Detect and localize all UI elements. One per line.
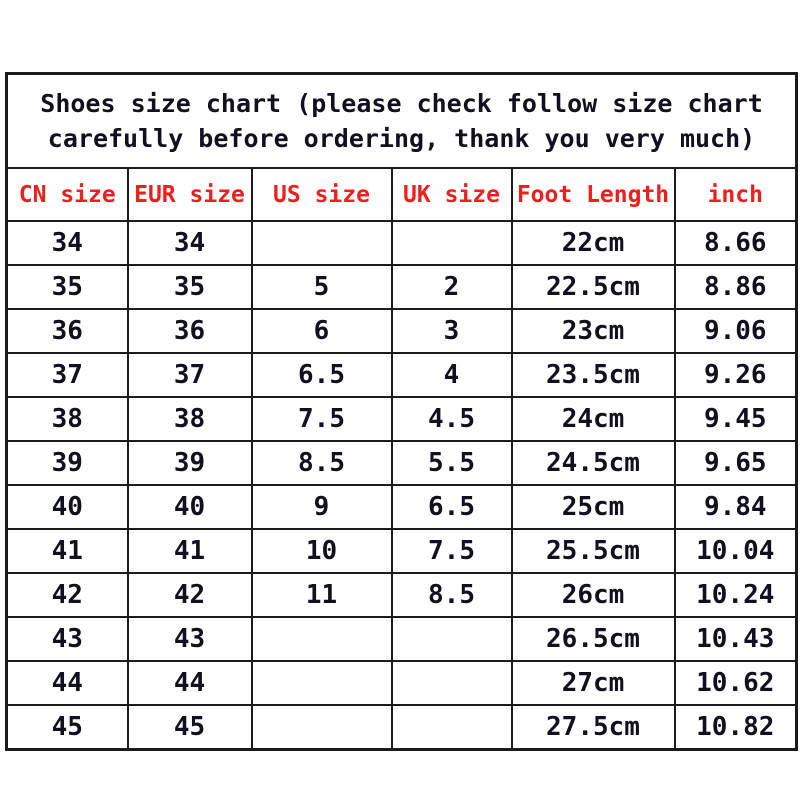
table-cell: 26cm	[510, 572, 676, 618]
table-cell: 34	[5, 220, 129, 266]
table-header-row: CN size EUR size US size UK size Foot Length…	[5, 167, 798, 222]
table-cell: 41	[5, 528, 129, 574]
table-cell: 4.5	[390, 396, 513, 442]
table-cell: 8.5	[390, 572, 513, 618]
table-cell: 8.66	[673, 220, 798, 266]
table-cell: 7.5	[250, 396, 393, 442]
table-cell: 27.5cm	[510, 704, 676, 751]
table-cell: 9.26	[673, 352, 798, 398]
table-row: 44 44 27cm 10.62	[5, 660, 798, 706]
table-cell: 42	[126, 572, 253, 618]
table-row: 41 41 10 7.5 25.5cm 10.04	[5, 528, 798, 574]
column-header-uk-size: UK size	[390, 167, 513, 222]
table-cell: 9.84	[673, 484, 798, 530]
table-cell: 11	[250, 572, 393, 618]
table-cell: 6	[250, 308, 393, 354]
table-cell: 38	[5, 396, 129, 442]
table-cell: 10.62	[673, 660, 798, 706]
table-cell: 2	[390, 264, 513, 310]
table-cell: 24cm	[510, 396, 676, 442]
table-cell: 5.5	[390, 440, 513, 486]
table-cell: 39	[5, 440, 129, 486]
table-cell: 43	[5, 616, 129, 662]
table-cell: 26.5cm	[510, 616, 676, 662]
column-header-us-size: US size	[250, 167, 393, 222]
table-cell: 27cm	[510, 660, 676, 706]
table-cell: 25cm	[510, 484, 676, 530]
table-row: 37 37 6.5 4 23.5cm 9.26	[5, 352, 798, 398]
table-cell: 22.5cm	[510, 264, 676, 310]
table-cell: 39	[126, 440, 253, 486]
table-cell: 25.5cm	[510, 528, 676, 574]
table-row: 34 34 22cm 8.66	[5, 220, 798, 266]
column-header-eur-size: EUR size	[126, 167, 253, 222]
table-row: 40 40 9 6.5 25cm 9.84	[5, 484, 798, 530]
table-title-row: Shoes size chart (please check follow si…	[5, 72, 798, 169]
table-cell: 38	[126, 396, 253, 442]
table-cell: 37	[126, 352, 253, 398]
table-cell: 43	[126, 616, 253, 662]
table-cell	[250, 220, 393, 266]
table-cell	[250, 704, 393, 751]
table-cell: 23cm	[510, 308, 676, 354]
table-cell: 6.5	[390, 484, 513, 530]
table-row: 45 45 27.5cm 10.82	[5, 704, 798, 751]
table-cell	[390, 704, 513, 751]
table-cell: 9.45	[673, 396, 798, 442]
table-cell: 34	[126, 220, 253, 266]
table-row: 42 42 11 8.5 26cm 10.24	[5, 572, 798, 618]
table-cell: 3	[390, 308, 513, 354]
table-cell: 22cm	[510, 220, 676, 266]
table-cell: 35	[5, 264, 129, 310]
chart-title: Shoes size chart (please check follow si…	[5, 72, 798, 169]
column-header-inch: inch	[673, 167, 798, 222]
chart-title-line-2: carefully before ordering, thank you ver…	[47, 124, 756, 153]
column-header-cn-size: CN size	[5, 167, 129, 222]
table-row: 38 38 7.5 4.5 24cm 9.45	[5, 396, 798, 442]
table-cell: 10	[250, 528, 393, 574]
table-cell: 40	[5, 484, 129, 530]
table-row: 36 36 6 3 23cm 9.06	[5, 308, 798, 354]
table-cell: 45	[126, 704, 253, 751]
table-cell: 44	[5, 660, 129, 706]
table-cell	[390, 616, 513, 662]
table-row: 35 35 5 2 22.5cm 8.86	[5, 264, 798, 310]
table-row: 43 43 26.5cm 10.43	[5, 616, 798, 662]
table-cell: 36	[126, 308, 253, 354]
table-cell: 45	[5, 704, 129, 751]
column-header-foot-length: Foot Length	[510, 167, 676, 222]
table-cell	[390, 660, 513, 706]
table-cell: 4	[390, 352, 513, 398]
table-cell: 10.43	[673, 616, 798, 662]
table-row: 39 39 8.5 5.5 24.5cm 9.65	[5, 440, 798, 486]
table-cell: 8.5	[250, 440, 393, 486]
table-cell: 6.5	[250, 352, 393, 398]
shoe-size-table: Shoes size chart (please check follow si…	[5, 72, 799, 751]
table-cell: 23.5cm	[510, 352, 676, 398]
table-cell: 36	[5, 308, 129, 354]
table-cell	[250, 660, 393, 706]
table-cell: 37	[5, 352, 129, 398]
table-cell: 8.86	[673, 264, 798, 310]
table-cell: 7.5	[390, 528, 513, 574]
table-cell: 10.82	[673, 704, 798, 751]
table-cell: 44	[126, 660, 253, 706]
table-cell: 9	[250, 484, 393, 530]
table-cell: 9.06	[673, 308, 798, 354]
table-cell: 5	[250, 264, 393, 310]
table-cell: 42	[5, 572, 129, 618]
table-cell: 24.5cm	[510, 440, 676, 486]
table-cell: 40	[126, 484, 253, 530]
table-cell: 10.04	[673, 528, 798, 574]
chart-title-line-1: Shoes size chart (please check follow si…	[40, 89, 763, 118]
table-cell: 35	[126, 264, 253, 310]
table-cell: 9.65	[673, 440, 798, 486]
table-cell	[390, 220, 513, 266]
table-cell	[250, 616, 393, 662]
table-cell: 41	[126, 528, 253, 574]
table-cell: 10.24	[673, 572, 798, 618]
